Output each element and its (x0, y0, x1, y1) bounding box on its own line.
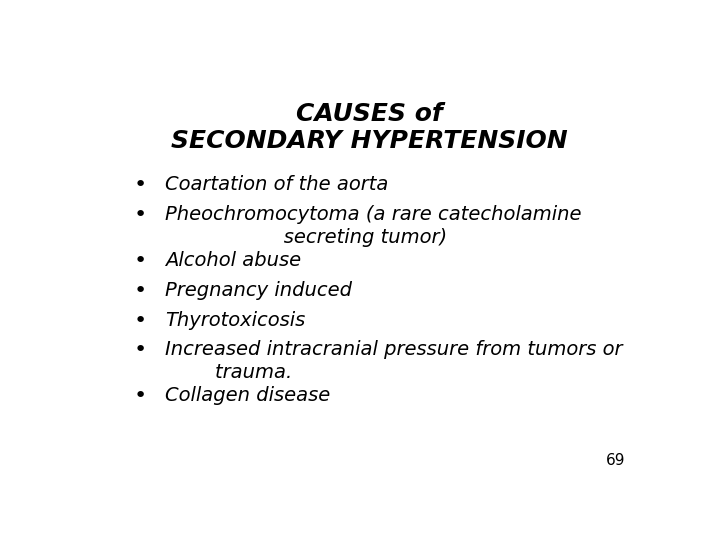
Text: Alcohol abuse: Alcohol abuse (166, 251, 302, 269)
Text: •: • (134, 281, 147, 301)
Text: Pheochromocytoma (a rare catecholamine
                   secreting tumor): Pheochromocytoma (a rare catecholamine s… (166, 205, 582, 247)
Text: •: • (134, 175, 147, 195)
Text: •: • (134, 205, 147, 225)
Text: 69: 69 (606, 453, 626, 468)
Text: Increased intracranial pressure from tumors or
        trauma.: Increased intracranial pressure from tum… (166, 341, 623, 382)
Text: Collagen disease: Collagen disease (166, 386, 330, 405)
Text: Coartation of the aorta: Coartation of the aorta (166, 175, 389, 194)
Text: Thyrotoxicosis: Thyrotoxicosis (166, 310, 305, 329)
Text: Pregnancy induced: Pregnancy induced (166, 281, 352, 300)
Text: •: • (134, 310, 147, 330)
Text: •: • (134, 386, 147, 406)
Text: •: • (134, 251, 147, 271)
Text: CAUSES of
SECONDARY HYPERTENSION: CAUSES of SECONDARY HYPERTENSION (171, 102, 567, 153)
Text: •: • (134, 341, 147, 361)
